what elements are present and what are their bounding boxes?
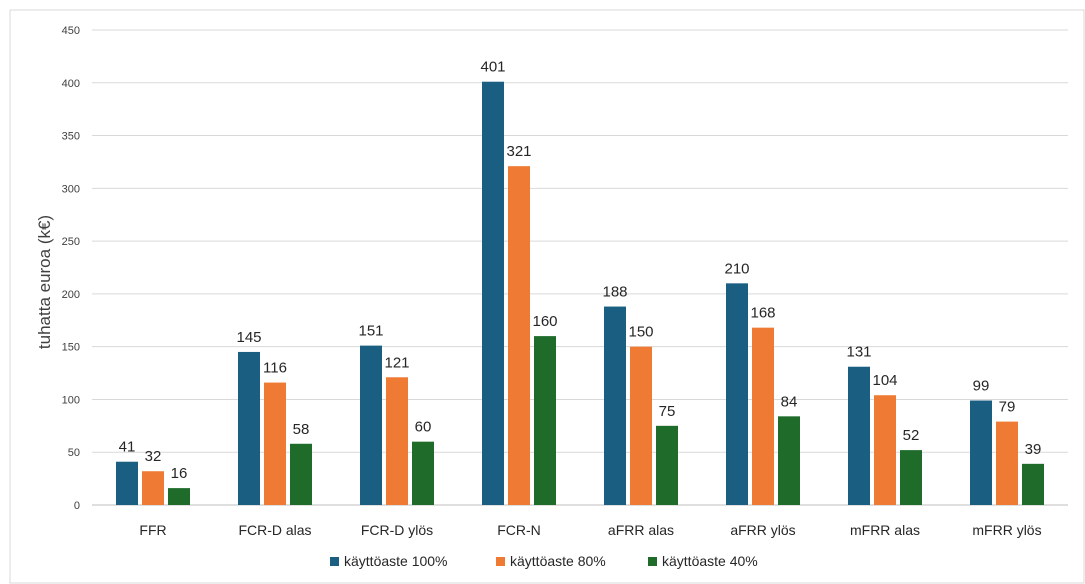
data-label: 32: [145, 448, 162, 465]
data-label: 104: [872, 372, 897, 389]
data-label: 160: [532, 313, 557, 330]
y-tick-label: 200: [62, 289, 80, 301]
data-label: 321: [506, 143, 531, 160]
y-axis-ticks: 0 50 100 150 200 250 300 350 400 450: [62, 25, 80, 512]
x-tick-label: mFRR alas: [850, 522, 920, 538]
data-label: 145: [236, 329, 261, 346]
bar: [778, 416, 800, 505]
data-label: 60: [415, 419, 432, 436]
bar: [290, 443, 312, 505]
bar: [412, 441, 434, 505]
x-tick-label: FCR-D alas: [238, 522, 311, 538]
data-label: 188: [602, 284, 627, 301]
y-tick-label: 350: [62, 131, 80, 143]
bar: [1022, 463, 1044, 505]
bar: [482, 81, 504, 505]
bar: [142, 471, 164, 505]
x-tick-label: aFRR ylös: [730, 522, 795, 538]
bar: [874, 395, 896, 505]
y-tick-label: 0: [74, 500, 80, 512]
data-label: 39: [1025, 441, 1042, 458]
bar: [508, 166, 530, 505]
data-label: 210: [724, 260, 749, 277]
bar: [752, 327, 774, 505]
y-tick-label: 400: [62, 78, 80, 90]
x-tick-label: FFR: [139, 522, 166, 538]
y-tick-label: 150: [62, 342, 80, 354]
data-label: 58: [293, 421, 310, 438]
data-label: 16: [171, 465, 188, 482]
data-label: 121: [384, 354, 409, 371]
data-label: 79: [999, 399, 1016, 416]
legend-swatch: [496, 557, 505, 566]
bar: [656, 425, 678, 505]
y-tick-label: 300: [62, 183, 80, 195]
data-label: 75: [659, 403, 676, 420]
data-label: 401: [480, 59, 505, 76]
bar: [970, 400, 992, 505]
data-label: 150: [628, 324, 653, 341]
bar: [900, 450, 922, 505]
bar: [534, 336, 556, 505]
data-label: 52: [903, 427, 920, 444]
data-label: 131: [846, 344, 871, 361]
y-tick-label: 100: [62, 394, 80, 406]
data-label: 151: [358, 323, 383, 340]
legend-label: käyttöaste 40%: [662, 553, 758, 569]
data-label: 99: [973, 378, 990, 395]
y-tick-label: 450: [62, 25, 80, 37]
legend-label: käyttöaste 100%: [344, 553, 448, 569]
bars: [116, 81, 1044, 505]
data-label: 168: [750, 305, 775, 322]
x-tick-label: FCR-D ylös: [361, 522, 433, 538]
bar: [848, 366, 870, 505]
data-label: 84: [781, 393, 798, 410]
data-label: 116: [263, 360, 287, 377]
bar: [996, 421, 1018, 505]
bar: [726, 283, 748, 505]
bar: [238, 351, 260, 505]
x-axis-ticks: FFR FCR-D alas FCR-D ylös FCR-N aFRR alas aFR…: [139, 522, 1041, 538]
bar: [630, 346, 652, 505]
legend: käyttöaste 100% käyttöaste 80% käyttöaste …: [330, 553, 758, 569]
data-label: 41: [119, 439, 136, 456]
legend-swatch: [330, 557, 339, 566]
legend-swatch: [648, 557, 657, 566]
x-tick-label: aFRR alas: [608, 522, 674, 538]
bar: [168, 488, 190, 505]
y-tick-label: 250: [62, 236, 80, 248]
y-axis-title: tuhatta euroa (k€): [35, 215, 54, 349]
bar: [386, 377, 408, 505]
x-tick-label: mFRR ylös: [972, 522, 1041, 538]
legend-label: käyttöaste 80%: [510, 553, 606, 569]
x-tick-label: FCR-N: [497, 522, 541, 538]
bar: [116, 461, 138, 505]
bar: [360, 345, 382, 505]
bar: [264, 382, 286, 505]
y-tick-label: 50: [68, 447, 80, 459]
bar: [604, 306, 626, 505]
